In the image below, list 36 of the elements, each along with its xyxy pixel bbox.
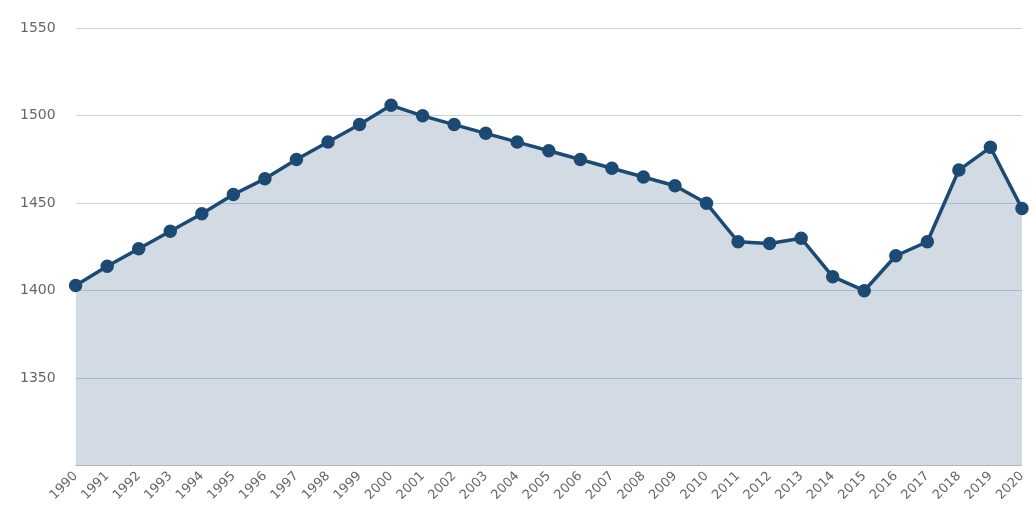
point (983, 140, 998, 155)
point (920, 234, 935, 249)
point (131, 241, 146, 256)
y-tick-label: 1450 (19, 193, 56, 210)
point (573, 152, 588, 167)
point (226, 187, 241, 202)
y-tick-label: 1350 (19, 368, 56, 385)
point (510, 135, 524, 149)
point (542, 144, 556, 158)
point (731, 234, 745, 249)
point (447, 117, 461, 132)
point (889, 248, 903, 263)
point (258, 172, 272, 186)
y-tick-label: 1400 (19, 281, 56, 298)
point (478, 126, 493, 141)
point (825, 269, 840, 284)
point (794, 231, 808, 245)
point (1015, 201, 1029, 216)
point (699, 196, 714, 211)
point (321, 135, 335, 149)
point (668, 179, 682, 193)
point (384, 98, 398, 113)
point (415, 109, 430, 123)
y-tick-label: 1500 (19, 106, 56, 123)
point (605, 161, 619, 176)
point (636, 170, 651, 184)
point (68, 278, 83, 293)
point (952, 163, 966, 177)
point (163, 224, 178, 238)
point (352, 117, 367, 132)
point (857, 283, 871, 298)
point (195, 207, 209, 221)
point (762, 236, 777, 251)
point (100, 259, 114, 273)
y-tick-label: 1550 (19, 19, 56, 36)
point (289, 152, 304, 167)
